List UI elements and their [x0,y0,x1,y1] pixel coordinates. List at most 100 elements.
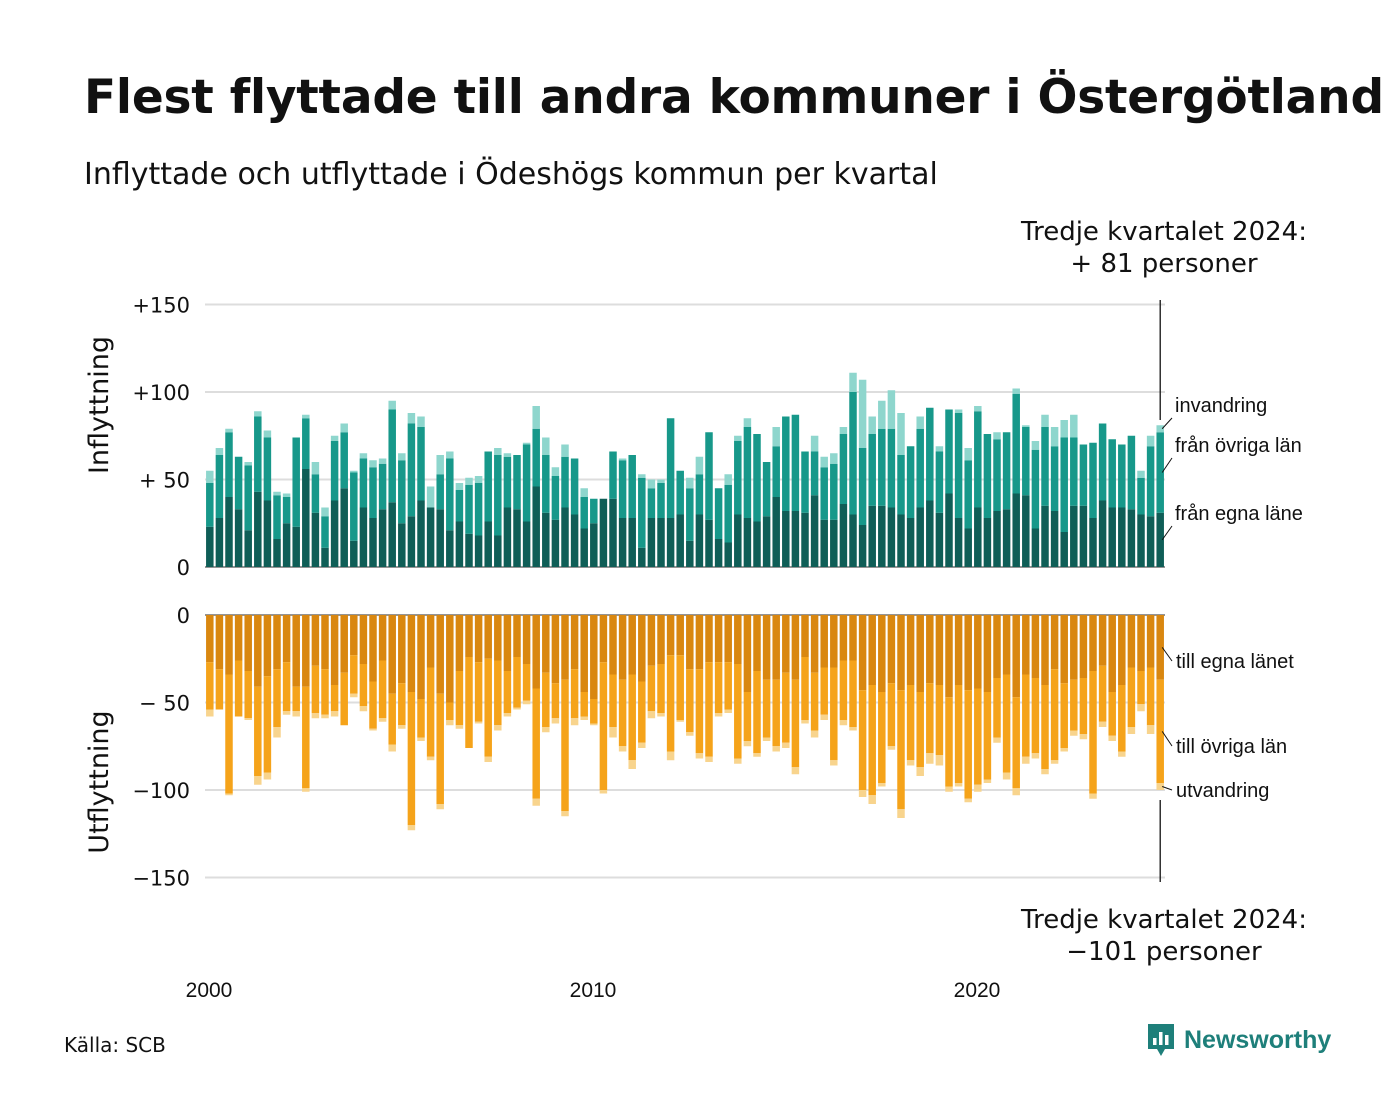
bar-outflow-egna [666,615,675,656]
bar-outflow-ovriga [878,692,886,783]
bar-inflow-ovriga [753,434,761,522]
bar-outflow-egna [878,615,886,692]
bar-outflow-egna [465,615,473,657]
bar-inflow-egna [705,519,713,567]
bar-inflow-invandring [839,427,848,434]
bar-inflow-invandring [810,435,819,452]
bar-inflow-ovriga [954,413,963,518]
bar-inflow-egna [599,498,608,567]
bar-outflow-egna [1146,615,1155,668]
bar-inflow-egna [954,518,963,567]
bar-inflow-ovriga [1002,432,1011,510]
bar-outflow-egna [398,615,406,684]
bar-inflow-ovriga [1127,435,1136,510]
bar-outflow-egna [618,615,627,680]
bar-outflow-utvandring [494,725,502,731]
bar-inflow-egna [254,491,262,567]
bar-inflow-egna [1137,514,1145,567]
bar-outflow-egna [868,615,876,685]
bar-outflow-utvandring [542,727,550,733]
bar-outflow-utvandring [407,825,416,831]
bar-inflow-invandring [254,411,262,417]
bar-outflow-utvandring [878,783,886,787]
bar-inflow-egna [791,511,800,567]
bar-outflow-ovriga [714,662,723,713]
bar-outflow-ovriga [311,665,320,713]
bar-outflow-ovriga [935,685,944,755]
bar-inflow-ovriga [369,467,377,518]
bar-outflow-egna [580,615,588,692]
bar-inflow-egna [820,519,828,567]
bar-inflow-egna [282,523,291,567]
bar-outflow-ovriga [724,662,732,710]
bar-outflow-egna [714,615,723,663]
bar-outflow-egna [206,615,214,663]
bar-outflow-ovriga [282,662,291,712]
bar-inflow-invandring [273,491,281,496]
bar-outflow-ovriga [1146,667,1155,726]
bar-outflow-ovriga [436,693,444,804]
bar-outflow-ovriga [426,667,435,757]
bar-outflow-utvandring [1031,753,1040,759]
bar-outflow-utvandring [282,711,291,715]
bar-inflow-invandring [369,460,377,468]
bar-outflow-ovriga [762,679,771,738]
bar-outflow-egna [993,615,1001,678]
series-label-outflow: till egna länet [1176,651,1294,673]
bar-inflow-egna [359,507,368,567]
bar-inflow-ovriga [762,462,771,517]
bar-inflow-invandring [820,456,828,468]
bar-inflow-invandring [417,416,425,427]
bar-outflow-egna [753,615,761,671]
bar-outflow-ovriga [849,660,857,727]
bar-inflow-egna [695,514,704,567]
bar-inflow-invandring [532,406,540,429]
bar-outflow-egna [532,615,540,689]
bar-inflow-ovriga [887,428,896,508]
bar-outflow-egna [695,615,704,670]
bar-inflow-ovriga [868,434,876,506]
bar-outflow-egna [830,615,838,668]
bar-outflow-egna [887,615,896,684]
bar-outflow-ovriga [1108,692,1116,736]
bar-inflow-egna [350,540,358,567]
bar-outflow-utvandring [887,746,896,750]
bar-inflow-ovriga [1031,449,1040,529]
bar-outflow-ovriga [647,665,656,712]
y-axis-title-outflow: Utflyttning [84,710,115,853]
bar-outflow-egna [378,615,387,661]
bar-outflow-egna [215,615,224,670]
bar-inflow-egna [782,511,790,567]
bar-outflow-ovriga [926,683,934,754]
bar-inflow-ovriga [849,392,857,515]
bar-inflow-egna [1070,505,1078,567]
bar-outflow-ovriga [330,685,339,712]
bar-outflow-utvandring [484,756,492,762]
bar-outflow-utvandring [714,713,723,717]
bar-inflow-ovriga [561,456,569,508]
bar-inflow-invandring [359,453,368,459]
bar-outflow-egna [1060,615,1068,684]
bar-inflow-ovriga [1089,442,1097,518]
bar-inflow-invandring [225,428,233,433]
y-tick-label-outflow: − 50 [139,692,190,716]
bar-inflow-ovriga [666,418,675,518]
bar-inflow-egna [887,507,896,567]
bar-inflow-ovriga [215,455,224,518]
bar-inflow-egna [657,518,665,567]
bar-inflow-ovriga [234,456,243,510]
bar-outflow-egna [1012,615,1020,698]
bar-inflow-ovriga [628,455,636,518]
bar-outflow-egna [849,615,857,661]
bar-outflow-utvandring [206,709,214,717]
bar-inflow-egna [810,495,819,567]
bar-outflow-egna [983,615,992,692]
bar-inflow-ovriga [542,455,550,513]
bar-inflow-ovriga [1012,393,1020,494]
bar-inflow-invandring [868,416,876,434]
bar-inflow-egna [964,528,972,567]
bar-inflow-egna [849,514,857,567]
bar-inflow-ovriga [398,460,406,524]
bar-inflow-egna [762,516,771,567]
bar-outflow-utvandring [378,718,387,722]
